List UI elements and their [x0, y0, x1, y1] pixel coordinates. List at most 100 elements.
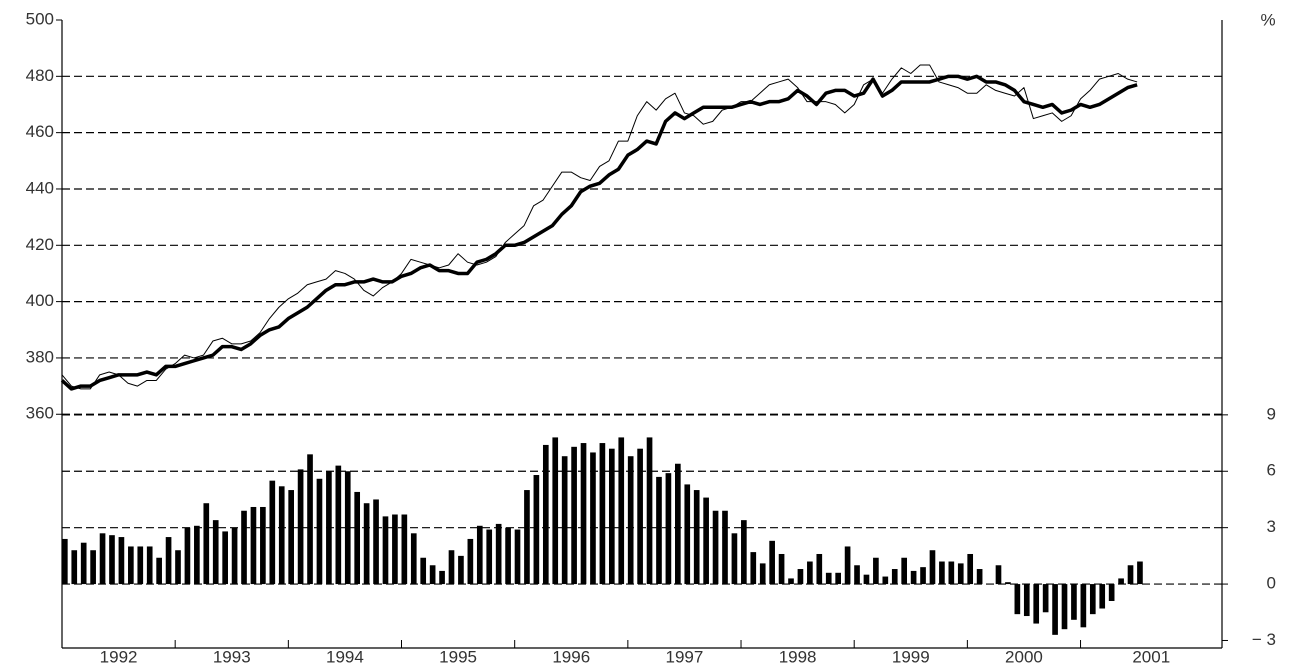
bar: [476, 525, 483, 585]
bar: [278, 486, 285, 585]
bar: [778, 553, 785, 585]
bar: [184, 527, 191, 585]
bar: [967, 553, 974, 585]
bar: [693, 490, 700, 585]
y2-axis-label: %: [1260, 10, 1275, 29]
bar: [1005, 582, 1011, 585]
y2-tick-label: 3: [1267, 517, 1276, 536]
bar: [137, 546, 144, 585]
bar: [354, 491, 361, 585]
bar: [439, 570, 445, 585]
bar: [939, 561, 945, 585]
x-tick-label: 2000: [1005, 647, 1043, 665]
y-tick-label: 420: [26, 235, 54, 254]
bar: [637, 448, 643, 585]
bar: [363, 503, 370, 585]
bar: [759, 563, 766, 585]
bar: [741, 520, 747, 585]
bar: [175, 550, 181, 585]
bar: [873, 557, 879, 585]
bar: [392, 514, 398, 585]
bar: [344, 471, 351, 585]
bar: [410, 533, 417, 585]
bar: [448, 550, 455, 585]
bar: [194, 525, 200, 585]
bar: [1033, 584, 1040, 624]
bar: [1014, 584, 1021, 615]
bar: [165, 537, 172, 585]
bar: [863, 574, 870, 585]
bar: [797, 569, 804, 585]
bar: [1042, 584, 1049, 613]
bar: [542, 444, 549, 585]
bar: [816, 553, 823, 585]
bar: [995, 565, 1002, 585]
bar: [420, 557, 427, 585]
bar: [533, 475, 540, 585]
bar: [665, 473, 672, 585]
bar: [1052, 584, 1058, 635]
bar: [524, 490, 530, 585]
bar: [684, 484, 691, 585]
bar: [429, 565, 436, 585]
bar: [486, 529, 493, 585]
x-tick-label: 1995: [439, 647, 477, 665]
bar: [335, 465, 342, 585]
bar: [1137, 561, 1143, 585]
bar: [750, 552, 757, 585]
bar: [552, 437, 559, 585]
y2-tick-label: 0: [1267, 574, 1276, 593]
x-tick-label: 1993: [213, 647, 251, 665]
bar: [580, 443, 587, 585]
bar: [646, 437, 653, 585]
bar: [326, 471, 332, 585]
bar: [90, 550, 96, 585]
y-tick-label: 460: [26, 122, 54, 141]
x-tick-label: 2001: [1132, 647, 1170, 665]
bar: [807, 561, 813, 585]
x-tick-label: 1994: [326, 647, 364, 665]
bar: [382, 516, 389, 585]
x-tick-label: 1992: [100, 647, 138, 665]
bar: [1071, 584, 1077, 620]
bar: [1127, 565, 1134, 585]
bar: [627, 456, 634, 585]
bar: [675, 463, 681, 585]
bar: [882, 576, 889, 585]
bar: [288, 490, 294, 585]
bar: [241, 510, 247, 585]
y-tick-label: 480: [26, 66, 54, 85]
bar: [618, 437, 625, 585]
bar: [401, 514, 408, 585]
bar: [260, 506, 266, 585]
bar: [222, 531, 228, 585]
bar: [731, 533, 738, 585]
bar: [128, 546, 134, 585]
bar: [599, 443, 606, 585]
x-tick-label: 1998: [779, 647, 817, 665]
bar: [1080, 584, 1087, 628]
x-tick-label: 1997: [666, 647, 704, 665]
bar: [1099, 584, 1106, 609]
bar: [231, 527, 238, 585]
bar: [62, 538, 68, 585]
bar: [561, 456, 568, 585]
y2-tick-label: 6: [1267, 461, 1276, 480]
bar: [458, 555, 464, 585]
bar: [571, 446, 577, 585]
bar: [854, 565, 860, 585]
y2-tick-label: 9: [1267, 404, 1276, 423]
y-tick-label: 440: [26, 178, 54, 197]
bar: [948, 561, 955, 585]
bar: [316, 478, 323, 585]
bar: [495, 523, 502, 585]
bar: [825, 572, 832, 585]
bar: [505, 527, 511, 585]
bar: [269, 480, 276, 585]
bar: [109, 535, 115, 585]
bar: [769, 540, 775, 585]
bar: [146, 546, 153, 585]
bar: [976, 569, 983, 585]
y2-tick-label: − 3: [1252, 630, 1276, 649]
